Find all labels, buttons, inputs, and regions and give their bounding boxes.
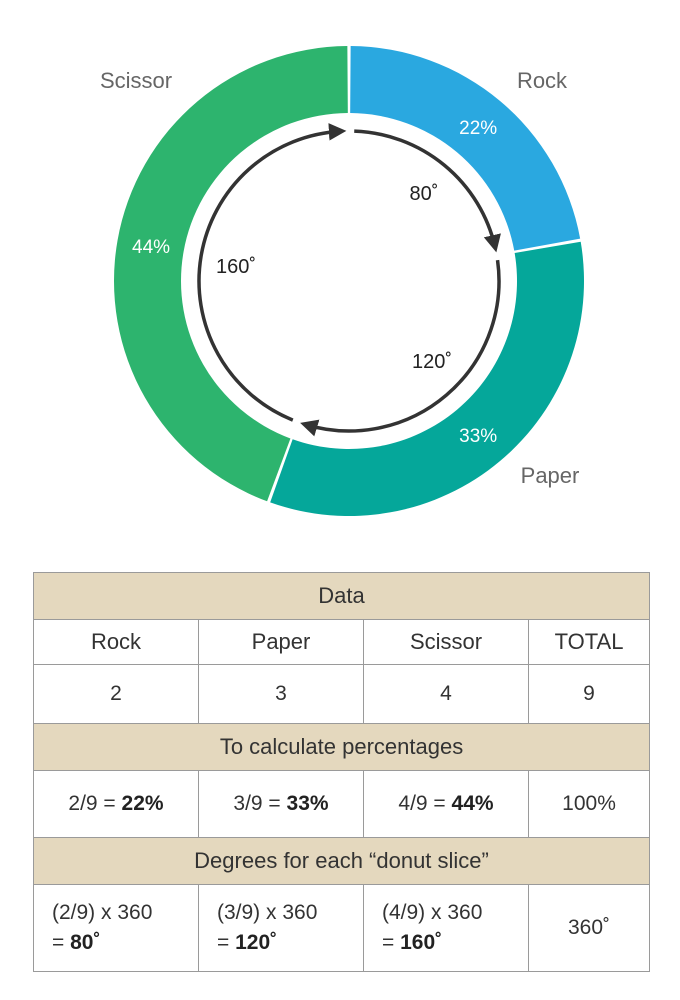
count-total: 9 [527,664,651,724]
degree-label-paper: 120˚ [412,351,452,373]
category-label-paper: Paper [521,463,580,488]
deg-scissor: (4/9) x 360 = 160˚ [363,884,529,972]
degree-label-rock: 80˚ [410,183,439,205]
arrow-scissor [197,123,347,422]
percent-label-rock: 22% [459,118,497,139]
pct-expr: 4/9 = [398,792,452,815]
chart-labels: 22% Rock 80˚ 33% Paper 120˚ 44% Scissor 160˚ [100,68,579,488]
pct-result: 44% [451,792,494,815]
donut-chart: 22% Rock 80˚ 33% Paper 120˚ 44% Scissor 160˚ [100,46,584,517]
arrow-rock [354,129,501,253]
degree-arrows [197,123,501,437]
count-scissor: 4 [363,664,529,724]
pct-expr: 3/9 = [233,792,287,815]
deg-result: 160˚ [400,931,443,954]
deg-expr: (4/9) x 360 [382,901,483,924]
deg-result: 80˚ [70,931,101,954]
deg-expr: (3/9) x 360 [217,901,318,924]
header-rock: Rock [33,619,199,665]
pct-section-title: To calculate percentages [32,723,651,771]
pct-expr: 2/9 = [68,792,122,815]
deg-paper: (3/9) x 360 = 120˚ [198,884,364,972]
slice-rock [350,46,581,251]
degree-label-scissor: 160˚ [216,256,256,278]
header-scissor: Scissor [363,619,529,665]
pct-scissor: 4/9 = 44% [363,770,529,838]
deg-prefix: = [382,931,401,954]
pct-result: 22% [121,792,164,815]
count-paper: 3 [198,664,364,724]
category-label-scissor: Scissor [100,68,172,93]
pct-paper: 3/9 = 33% [198,770,364,838]
arrow-paper [300,259,501,437]
deg-rock: (2/9) x 360 = 80˚ [33,884,199,972]
slice-paper [270,241,584,517]
header-paper: Paper [198,619,364,665]
deg-expr: (2/9) x 360 [52,901,153,924]
deg-prefix: = [217,931,236,954]
deg-prefix: = [52,931,71,954]
category-label-rock: Rock [517,68,568,93]
data-table: Data Rock Paper Scissor TOTAL 2 3 4 9 To… [32,572,651,972]
count-rock: 2 [33,664,199,724]
donut-slices [114,46,584,517]
pct-total: 100% [527,770,651,838]
pct-result: 33% [286,792,329,815]
percent-label-paper: 33% [459,426,497,447]
pct-rock: 2/9 = 22% [33,770,199,838]
table-title: Data [32,572,651,620]
deg-result: 120˚ [235,931,278,954]
header-total: TOTAL [527,619,651,665]
deg-total: 360˚ [527,884,651,972]
percent-label-scissor: 44% [132,237,170,258]
deg-section-title: Degrees for each “donut slice” [32,837,651,885]
slice-scissor [114,46,348,502]
